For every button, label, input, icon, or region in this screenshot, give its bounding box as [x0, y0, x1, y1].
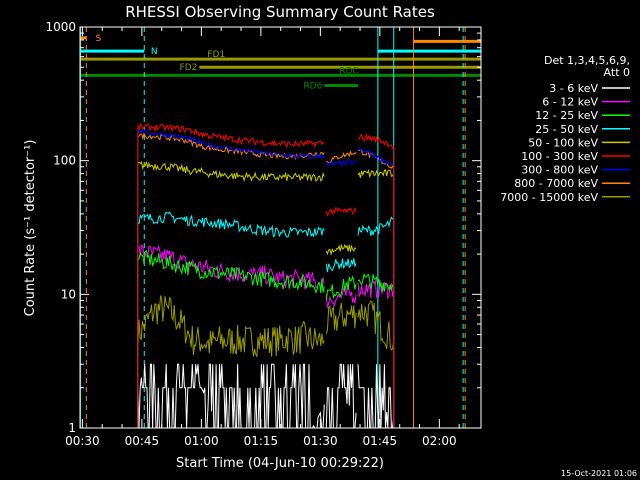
series-800-7000-kev-segment-1 — [137, 132, 325, 161]
x-tick-label-00-45: 00:45 — [125, 434, 160, 448]
x-tick-label-01-30: 01:30 — [303, 434, 338, 448]
series-25-50-kev-segment-3 — [357, 216, 395, 236]
x-tick-label-01-45: 01:45 — [363, 434, 398, 448]
series-50-100-kev-segment-3 — [357, 169, 395, 179]
series-800-7000-kev-segment-2 — [326, 150, 357, 164]
legend-label-25-50-kev: 25 - 50 keV — [535, 123, 598, 136]
legend-label-800-7000-kev: 800 - 7000 keV — [514, 177, 598, 190]
x-axis-label: Start Time (04-Jun-10 00:29:22) — [176, 456, 384, 471]
x-tick-label-00-30: 00:30 — [65, 434, 100, 448]
series-3-6-kev-segment-1 — [137, 363, 325, 429]
legend-header-1: Det 1,3,4,5,6,9, — [544, 54, 630, 67]
flag-bars: S N FD1 FD2 RDC RD6 — [80, 34, 481, 92]
y-tick-label-1000: 1000 — [45, 20, 76, 34]
series-7000-15000-kev-segment-2 — [325, 302, 357, 334]
series-lines — [137, 122, 395, 429]
series-12-25-kev-segment-1 — [137, 249, 325, 294]
series-3-6-kev-segment-2 — [325, 363, 357, 429]
series-25-50-kev-segment-1 — [137, 211, 325, 238]
flag-label-fd1: FD1 — [207, 50, 225, 60]
flag-label-rdc: RDC — [339, 66, 358, 76]
series-12-25-kev-segment-2 — [325, 275, 357, 301]
series-300-800-kev-segment-1 — [137, 128, 325, 160]
series-300-800-kev-segment-2 — [325, 159, 357, 167]
x-tick-label-01-00: 01:00 — [184, 434, 219, 448]
legend-label-100-300-kev: 100 - 300 keV — [521, 150, 598, 163]
series-12-25-kev-segment-3 — [357, 272, 395, 292]
series-100-300-kev-segment-2 — [325, 206, 357, 217]
chart-title: RHESSI Observing Summary Count Rates — [125, 3, 435, 21]
series-50-100-kev-segment-1 — [137, 161, 325, 182]
legend-header-2: Att 0 — [604, 66, 630, 79]
series-50-100-kev-segment-2 — [325, 243, 357, 256]
series-100-300-kev-segment-3 — [357, 132, 395, 150]
x-tick-label-01-15: 01:15 — [244, 434, 279, 448]
x-tick-label-02-00: 02:00 — [422, 434, 457, 448]
legend-label-300-800-kev: 300 - 800 keV — [521, 164, 598, 177]
series-25-50-kev-segment-2 — [325, 258, 357, 273]
legend-label-12-25-kev: 12 - 25 keV — [535, 109, 598, 122]
flag-label-fd2: FD2 — [180, 63, 198, 73]
y-tick-label-100: 100 — [53, 154, 76, 168]
series-7000-15000-kev-segment-1 — [137, 295, 325, 357]
footer-timestamp: 15-Oct-2021 01:06 — [561, 469, 637, 478]
flag-label-rd6: RD6 — [303, 82, 322, 92]
axis-ticks: 00:30 00:45 01:00 01:15 01:30 01:45 02:00 1 10 10… — [45, 20, 481, 448]
series-100-300-kev — [137, 122, 395, 428]
legend-label-3-6-kev: 3 - 6 keV — [549, 82, 598, 95]
legend-label-50-100-kev: 50 - 100 keV — [528, 136, 598, 149]
flag-label-n: N — [151, 47, 158, 57]
legend-label-7000-15000-kev: 7000 - 15000 keV — [500, 191, 598, 204]
y-tick-label-10: 10 — [61, 287, 76, 301]
series-3-6-kev-segment-3 — [357, 364, 395, 429]
series-6-12-kev-segment-3 — [357, 279, 395, 300]
series-100-300-kev-segment-1 — [137, 122, 325, 149]
legend-label-6-12-kev: 6 - 12 keV — [542, 96, 598, 109]
series-300-800-kev-segment-3 — [357, 146, 395, 167]
y-tick-label-1: 1 — [68, 421, 76, 435]
flag-label-s: S — [95, 34, 101, 44]
series-7000-15000-kev-segment-3 — [357, 300, 395, 351]
y-axis-label: Count Rate (s⁻¹ detector⁻¹) — [23, 140, 38, 317]
series-6-12-kev-segment-2 — [325, 283, 357, 308]
